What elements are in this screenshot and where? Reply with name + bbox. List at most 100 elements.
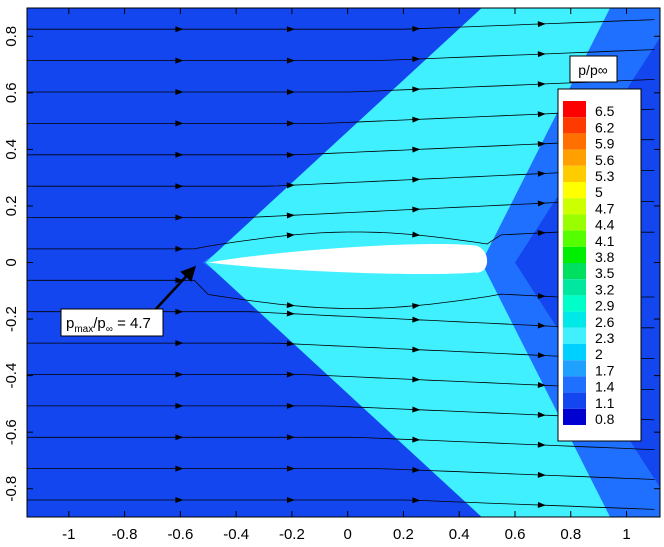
legend-title: p/p∞ — [578, 62, 607, 78]
annotation-box — [60, 308, 164, 337]
streamline-arrow — [175, 497, 184, 503]
legend-level-label: 6.5 — [595, 103, 615, 119]
streamline — [27, 468, 655, 480]
legend-level-label: 2.3 — [595, 330, 615, 346]
streamline — [27, 231, 655, 250]
streamline-arrow — [286, 497, 295, 503]
streamline-arrow — [537, 111, 546, 118]
streamline-arrow — [412, 303, 421, 309]
streamline — [27, 79, 655, 93]
legend-swatch — [563, 149, 586, 166]
legend-level-label: 5.9 — [595, 136, 615, 152]
legend-level-label: 3.2 — [595, 281, 615, 297]
streamline-arrow — [175, 57, 184, 64]
x-axis: -1 -0.8 -0.6 -0.4 -0.2 0 0.2 0.4 0.6 0.8 1 — [62, 8, 631, 543]
y-tick-label: 0.6 — [3, 82, 20, 103]
streamline-arrow — [286, 182, 295, 189]
streamline-arrow — [286, 151, 295, 158]
streamline-arrow — [175, 402, 184, 409]
y-tick-label: 0.4 — [3, 139, 20, 160]
streamline-arrow — [412, 346, 421, 353]
streamline-arrow — [537, 170, 546, 177]
legend-title-box — [569, 55, 618, 83]
legend-swatch — [563, 101, 586, 118]
legend-swatch — [563, 165, 586, 182]
streamline-arrow — [412, 25, 421, 32]
streamline — [27, 200, 655, 218]
legend-level-label: 5.6 — [595, 152, 615, 168]
annotation-arrow — [154, 265, 197, 311]
pmax-annotation: pmax/p∞ = 4.7 — [60, 265, 197, 337]
x-tick-label: 0.6 — [505, 526, 526, 543]
x-tick-label: 0.4 — [449, 526, 470, 543]
streamline-arrow — [286, 434, 295, 441]
x-tick-label: -1 — [62, 526, 75, 543]
streamline-arrow — [412, 86, 421, 93]
legend-swatch — [563, 133, 586, 150]
streamline-arrow — [286, 402, 295, 409]
streamline — [27, 499, 655, 510]
legend-level-label: 4.4 — [595, 217, 615, 233]
streamline-arrow — [286, 310, 295, 317]
y-tick-label: -0.4 — [3, 363, 20, 389]
streamline-arrow — [175, 245, 184, 252]
streamline-arrow — [412, 466, 421, 473]
streamline-arrow — [175, 214, 184, 221]
streamline-arrow — [537, 502, 546, 509]
legend-level-label: 1.1 — [595, 395, 615, 411]
legend-swatch — [563, 311, 586, 328]
legend-level-label: 5 — [595, 184, 603, 200]
streamline-arrow — [175, 434, 184, 441]
streamline-arrow — [537, 322, 546, 329]
streamline-arrow — [412, 206, 421, 213]
streamline-arrow — [537, 471, 546, 478]
streamline-arrow — [537, 230, 546, 237]
legend-swatch — [563, 408, 586, 425]
y-tick-label: -0.6 — [3, 419, 20, 445]
streamline-arrow — [286, 120, 295, 127]
streamline-arrow — [175, 120, 184, 127]
streamline-arrow — [537, 51, 546, 58]
streamline-arrow — [286, 57, 295, 64]
contour-field — [27, 8, 660, 517]
legend-level-label: 5.3 — [595, 168, 615, 184]
streamline-arrow — [286, 26, 295, 33]
streamline-arrow — [286, 371, 295, 378]
streamline-arrow — [286, 302, 295, 309]
legend-level-label: 2.6 — [595, 314, 615, 330]
streamline-arrow — [412, 497, 421, 504]
legend: p/p∞ 6.56.25.95.65.354.74.44.13.83.53.22… — [557, 55, 642, 442]
legend-level-label: 0.8 — [595, 411, 615, 427]
y-tick-label: 0.8 — [3, 26, 20, 47]
legend-swatch — [563, 246, 586, 263]
streamline — [27, 170, 655, 187]
streamline — [27, 279, 655, 310]
legend-swatch — [563, 360, 586, 377]
streamline-arrow — [286, 212, 295, 219]
streamline-arrow — [537, 21, 546, 28]
streamline-arrow — [412, 316, 421, 323]
streamline-arrow — [175, 183, 184, 190]
legend-level-label: 2 — [595, 346, 603, 362]
legend-level-label: 4.1 — [595, 233, 615, 249]
streamline-arrow — [175, 465, 184, 472]
x-tick-label: -0.6 — [167, 526, 193, 543]
legend-level-label: 3.5 — [595, 265, 615, 281]
annotation-base: p — [66, 315, 74, 332]
legend-level-label: 3.8 — [595, 249, 615, 265]
y-tick-label: 0 — [3, 258, 20, 266]
legend-swatch — [563, 376, 586, 393]
streamline-arrow — [412, 56, 421, 63]
legend-swatch — [563, 214, 586, 231]
legend-level-label: 2.9 — [595, 298, 615, 314]
legend-level-label: 6.2 — [595, 119, 615, 135]
streamline-arrow — [537, 352, 546, 359]
streamline-arrow — [175, 308, 184, 315]
streamline-arrow — [286, 465, 295, 472]
streamline-arrow — [175, 89, 184, 95]
streamline-arrow — [175, 151, 184, 158]
streamline-arrow — [537, 292, 546, 299]
legend-swatch — [563, 182, 586, 199]
streamline-arrow — [537, 141, 546, 148]
streamline-arrow — [175, 26, 184, 33]
